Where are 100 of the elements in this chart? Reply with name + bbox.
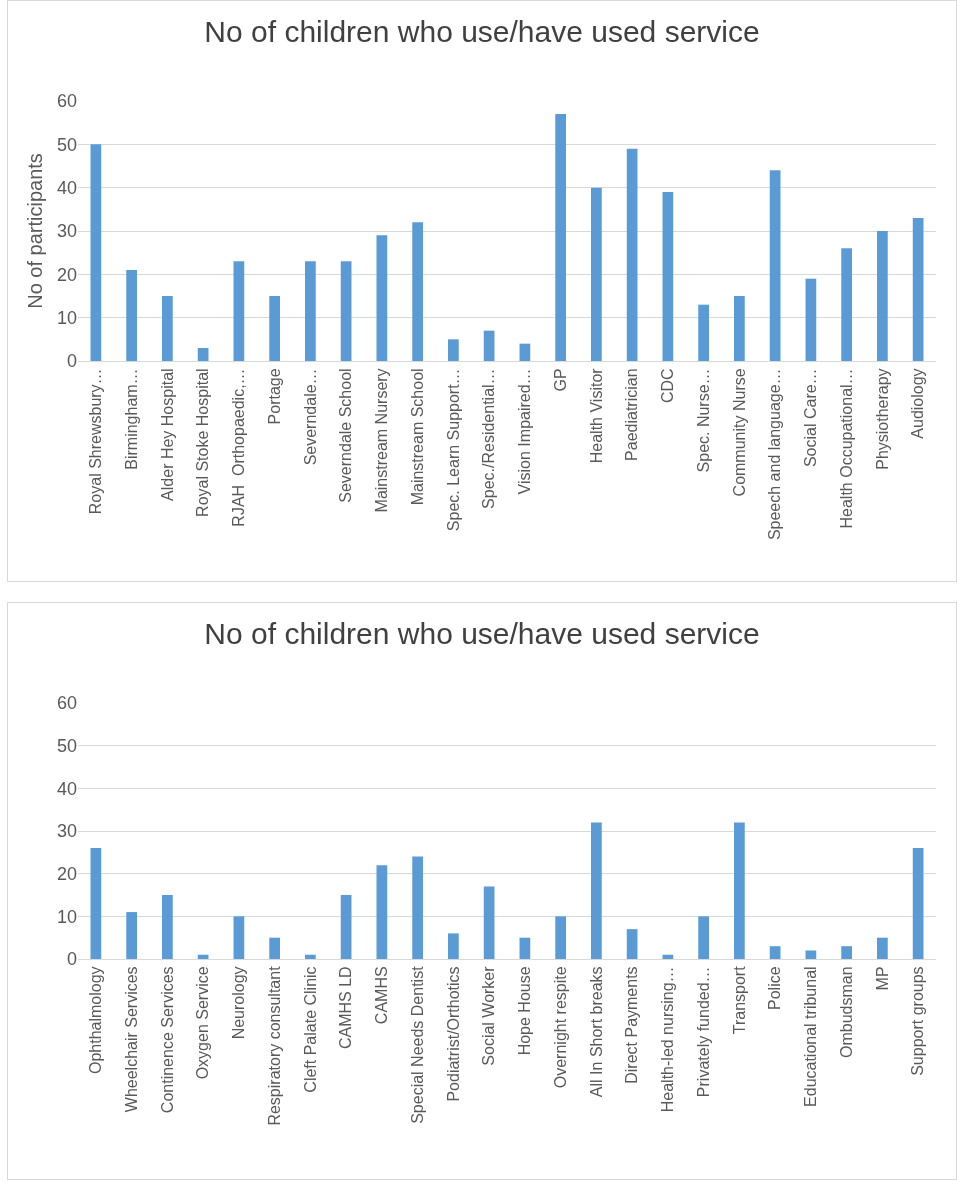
x-tick-label: Community Nurse [730, 368, 748, 497]
y-tick-label: 50 [56, 134, 77, 155]
bar [841, 946, 852, 959]
x-tick-label: Continence Services [158, 966, 176, 1114]
x-tick-label: Paediatrician [623, 368, 641, 461]
x-tick-label: Social Worker [480, 965, 498, 1066]
x-tick-label: Mainstream School [408, 368, 426, 506]
bar [698, 304, 709, 361]
bar [376, 235, 388, 361]
x-tick-label: Speech and language… [766, 368, 784, 541]
bar [305, 954, 316, 959]
y-tick-label: 10 [56, 307, 77, 328]
bar [519, 343, 531, 361]
y-tick-label: 20 [56, 264, 77, 285]
x-tick-label: Ophthalmology [87, 966, 105, 1075]
x-tick-label: Physiotherapy [873, 368, 891, 470]
x-tick-label: Ombudsman [837, 966, 855, 1058]
x-tick-label: Podiatrist/Orthotics [444, 966, 462, 1102]
x-tick-label: Educational tribunal [802, 966, 820, 1107]
bar [769, 170, 781, 361]
bar [162, 895, 173, 959]
bar [877, 937, 888, 959]
bar [662, 192, 674, 361]
x-tick-label: Social Care… [802, 368, 820, 468]
bar [912, 218, 924, 361]
bar [269, 937, 280, 959]
y-tick-label: 50 [56, 735, 77, 756]
bar [412, 856, 423, 959]
x-tick-label: Transport [730, 965, 748, 1035]
bar [90, 848, 102, 959]
bar [340, 261, 352, 361]
bar [126, 270, 137, 361]
bar [591, 822, 602, 959]
x-tick-label: Severndale School [337, 368, 355, 503]
x-tick-label: Portage [265, 368, 283, 425]
bar [734, 822, 745, 959]
x-tick-label: CAMHS LD [337, 966, 355, 1050]
x-tick-label: Oxygen Service [194, 966, 212, 1080]
bar [555, 114, 566, 361]
x-tick-label: Alder Hey Hospital [158, 368, 176, 501]
x-tick-label: MP [873, 966, 891, 991]
x-tick-label: Special Needs Dentist [408, 965, 426, 1124]
bar [233, 261, 245, 361]
x-tick-label: Severndale… [301, 368, 319, 466]
chart-title: No of children who use/have used service [204, 617, 760, 651]
bar [412, 222, 423, 361]
y-tick-label: 20 [56, 863, 77, 884]
x-tick-label: Hope House [516, 966, 534, 1056]
x-tick-label: Health-led nursing… [659, 966, 677, 1113]
x-tick-label: Overnight respite [551, 966, 569, 1089]
x-tick-label: RJAH Orthopaedic,… [230, 368, 248, 527]
x-tick-label: Spec./Residential… [480, 368, 498, 509]
x-tick-label: Wheelchair Services [122, 966, 140, 1113]
bar [197, 348, 209, 361]
x-tick-label: Support groups [909, 966, 927, 1076]
y-axis-title: No of participants [24, 153, 47, 309]
x-tick-label: Mainstream Nursery [373, 368, 391, 513]
x-tick-label: GP [551, 368, 569, 392]
x-tick-label: Neurology [230, 966, 248, 1040]
bar [90, 144, 102, 361]
bar [591, 187, 602, 361]
x-tick-label: Royal Stoke Hospital [194, 368, 212, 517]
y-tick-label: 60 [56, 91, 77, 112]
bar [805, 950, 817, 959]
bar [269, 296, 280, 361]
y-tick-label: 60 [56, 693, 77, 714]
x-tick-label: Royal Shrewsbury… [87, 368, 105, 515]
bar [376, 865, 388, 959]
x-tick-label: All In Short breaks [587, 966, 605, 1098]
x-tick-label: Respiratory consultant [265, 965, 283, 1126]
y-tick-label: 30 [56, 821, 77, 842]
bar [626, 148, 638, 361]
x-tick-label: Spec. Learn Support… [444, 368, 462, 532]
bar [805, 278, 817, 361]
bar [233, 916, 245, 959]
bar [162, 296, 173, 361]
bar [698, 916, 709, 959]
bar [734, 296, 745, 361]
bar [126, 912, 137, 959]
x-tick-label: Cleft Palate Clinic [301, 966, 319, 1093]
bar [626, 929, 638, 959]
y-tick-label: 0 [66, 351, 77, 372]
y-tick-label: 40 [56, 177, 77, 198]
bar [841, 248, 852, 361]
x-tick-label: Direct Payments [623, 966, 641, 1084]
x-tick-label: CAMHS [373, 966, 391, 1025]
y-tick-label: 10 [56, 906, 77, 927]
x-tick-label: Health Occupational… [837, 368, 855, 529]
x-tick-label: CDC [659, 368, 677, 404]
y-tick-label: 0 [66, 949, 77, 970]
bar [519, 937, 531, 959]
bar [305, 261, 316, 361]
x-tick-label: Police [766, 966, 784, 1010]
y-tick-label: 30 [56, 221, 77, 242]
bar [340, 895, 352, 959]
bar [912, 848, 924, 959]
bar [483, 886, 495, 959]
bar [555, 916, 566, 959]
bar [769, 946, 781, 959]
bar [448, 339, 459, 361]
